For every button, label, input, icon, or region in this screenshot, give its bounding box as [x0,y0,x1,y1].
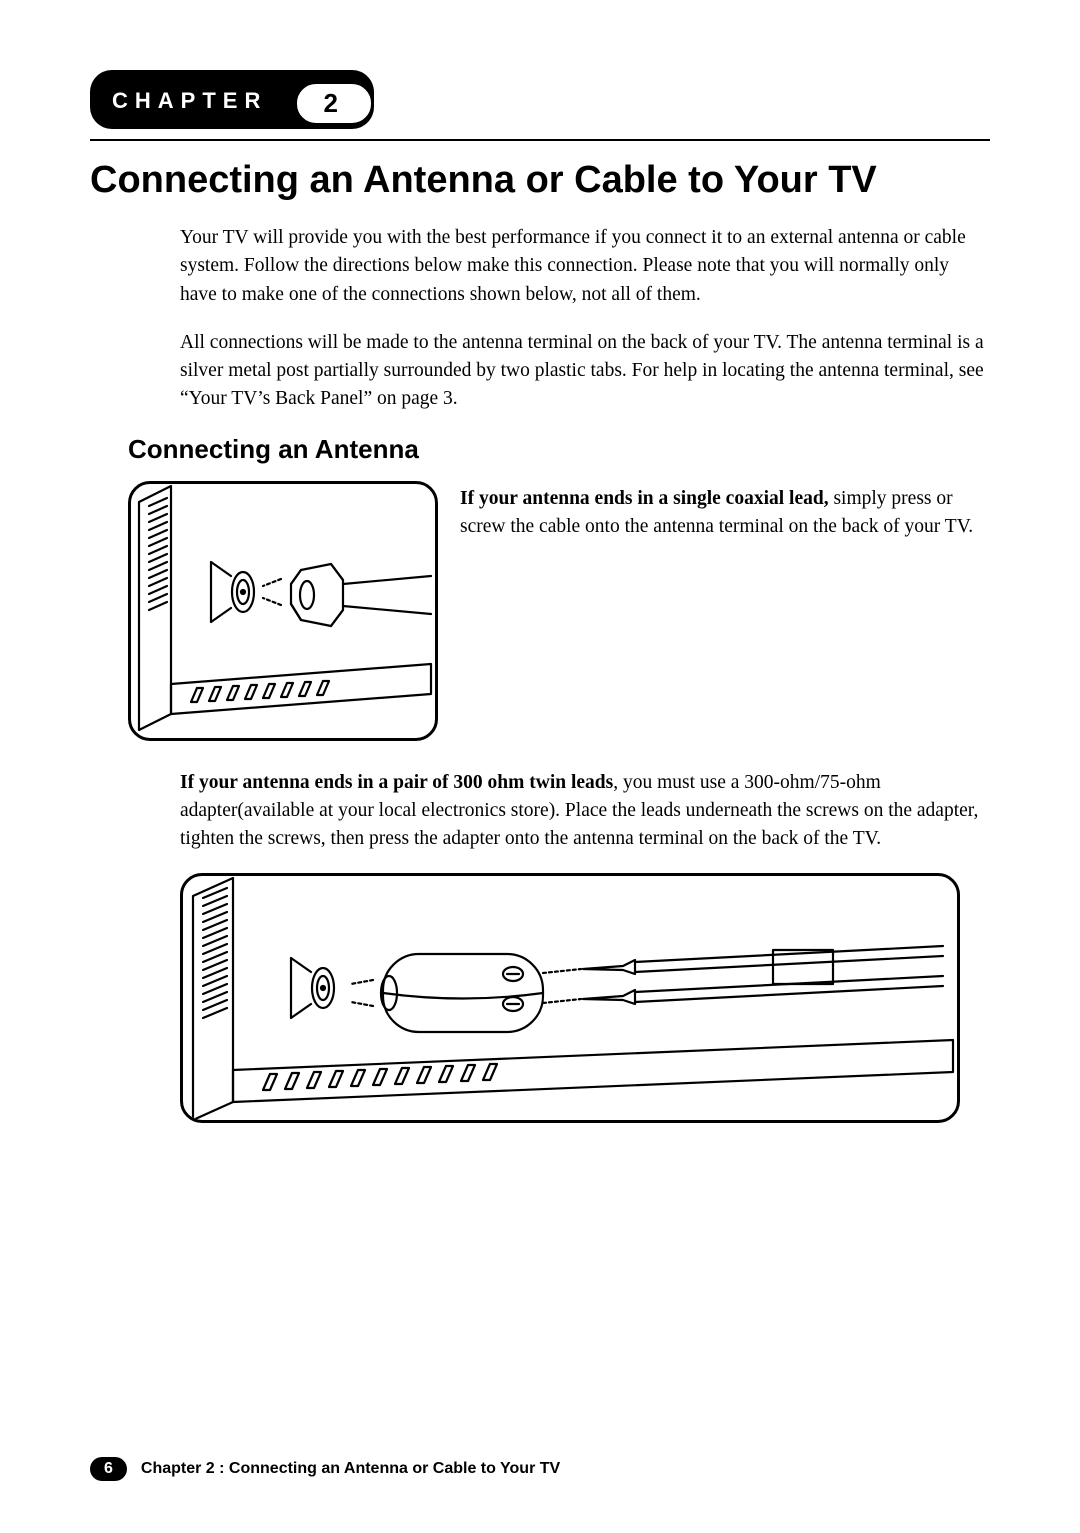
footer-text: Chapter 2 : Connecting an Antenna or Cab… [141,1460,560,1478]
twin-bold: If your antenna ends in a pair of 300 oh… [180,772,613,793]
footer-page-number: 6 [90,1457,127,1481]
coax-text: If your antenna ends in a single coaxial… [460,481,990,542]
coax-row: If your antenna ends in a single coaxial… [128,481,990,741]
chapter-header: CHAPTER 2 [90,70,990,129]
page-title: Connecting an Antenna or Cable to Your T… [90,159,990,202]
coax-bold: If your antenna ends in a single coaxial… [460,488,829,509]
chapter-number: 2 [294,81,373,126]
twin-lead-illustration [180,873,960,1123]
page-footer: 6 Chapter 2 : Connecting an Antenna or C… [90,1457,560,1481]
intro-paragraph-1: Your TV will provide you with the best p… [180,224,990,309]
divider [90,139,990,141]
twin-lead-diagram-icon [183,876,960,1123]
chapter-label: CHAPTER [112,88,267,113]
twin-lead-text: If your antenna ends in a pair of 300 oh… [180,769,990,854]
intro-paragraph-2: All connections will be made to the ante… [180,329,990,414]
coax-diagram-icon [131,484,438,741]
coax-illustration [128,481,438,741]
section-heading: Connecting an Antenna [128,434,990,465]
chapter-pill: CHAPTER 2 [90,70,374,129]
